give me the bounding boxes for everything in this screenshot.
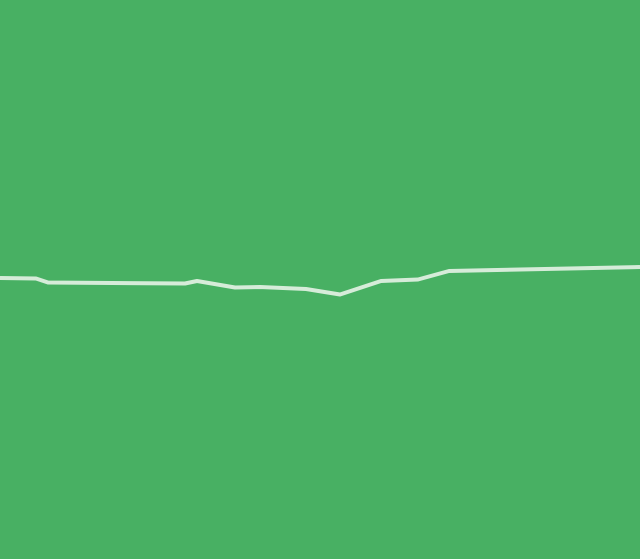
map-road-line[interactable] — [0, 265, 640, 297]
